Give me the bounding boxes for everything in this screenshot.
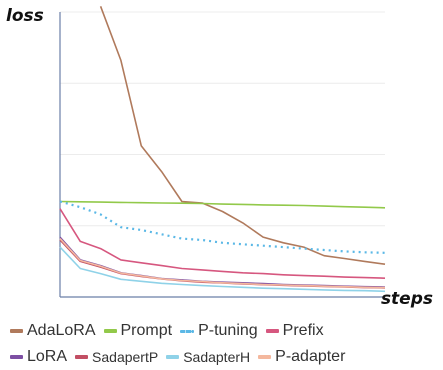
legend-label: Prefix <box>282 322 324 339</box>
legend-swatch <box>10 329 23 333</box>
legend-item: SadapterH <box>166 349 250 365</box>
legend-swatch <box>265 329 279 333</box>
x-axis-label: steps <box>380 289 433 309</box>
legend-swatch <box>180 329 195 333</box>
legend-swatch <box>166 355 180 359</box>
series-line-p-tuning <box>59 200 386 254</box>
series-line-prompt <box>59 200 386 209</box>
legend-label: SadapterH <box>183 349 251 365</box>
series-line-prefix <box>59 208 386 279</box>
legend-swatch <box>10 355 23 359</box>
legend-label: AdaLoRA <box>27 322 96 339</box>
axes <box>59 12 385 298</box>
legend-label: P-tuning <box>198 322 258 339</box>
legend-swatch <box>103 329 117 333</box>
legend-label: Prompt <box>120 322 173 339</box>
legend-item: Prompt <box>103 322 173 340</box>
series-layer <box>59 6 386 293</box>
legend-item: SadapertP <box>75 349 158 365</box>
legend-swatch <box>258 355 272 359</box>
legend-swatch <box>75 355 89 359</box>
legend-label: SadapertP <box>92 349 159 365</box>
legend: AdaLoRA Prompt P-tuning Prefix LoRA SadapertP… <box>10 318 443 370</box>
legend-item: Prefix <box>265 322 324 340</box>
legend-item: LoRA <box>10 348 67 366</box>
series-line-sadapertp <box>59 239 386 289</box>
series-line-sadapterh <box>59 246 386 293</box>
legend-item: P-adapter <box>258 348 345 366</box>
legend-row: LoRA SadapertP SadapterH P-adapter <box>10 344 443 370</box>
legend-item: AdaLoRA <box>10 322 96 340</box>
y-axis-label: loss <box>6 6 44 26</box>
legend-item: P-tuning <box>180 322 258 340</box>
series-line-lora <box>59 236 386 288</box>
series-line-p-adapter <box>59 238 386 289</box>
legend-label: P-adapter <box>275 348 346 365</box>
legend-label: LoRA <box>27 348 68 365</box>
gridlines <box>60 11 385 227</box>
legend-row: AdaLoRA Prompt P-tuning Prefix <box>10 318 443 344</box>
series-line-adalora <box>99 6 386 265</box>
